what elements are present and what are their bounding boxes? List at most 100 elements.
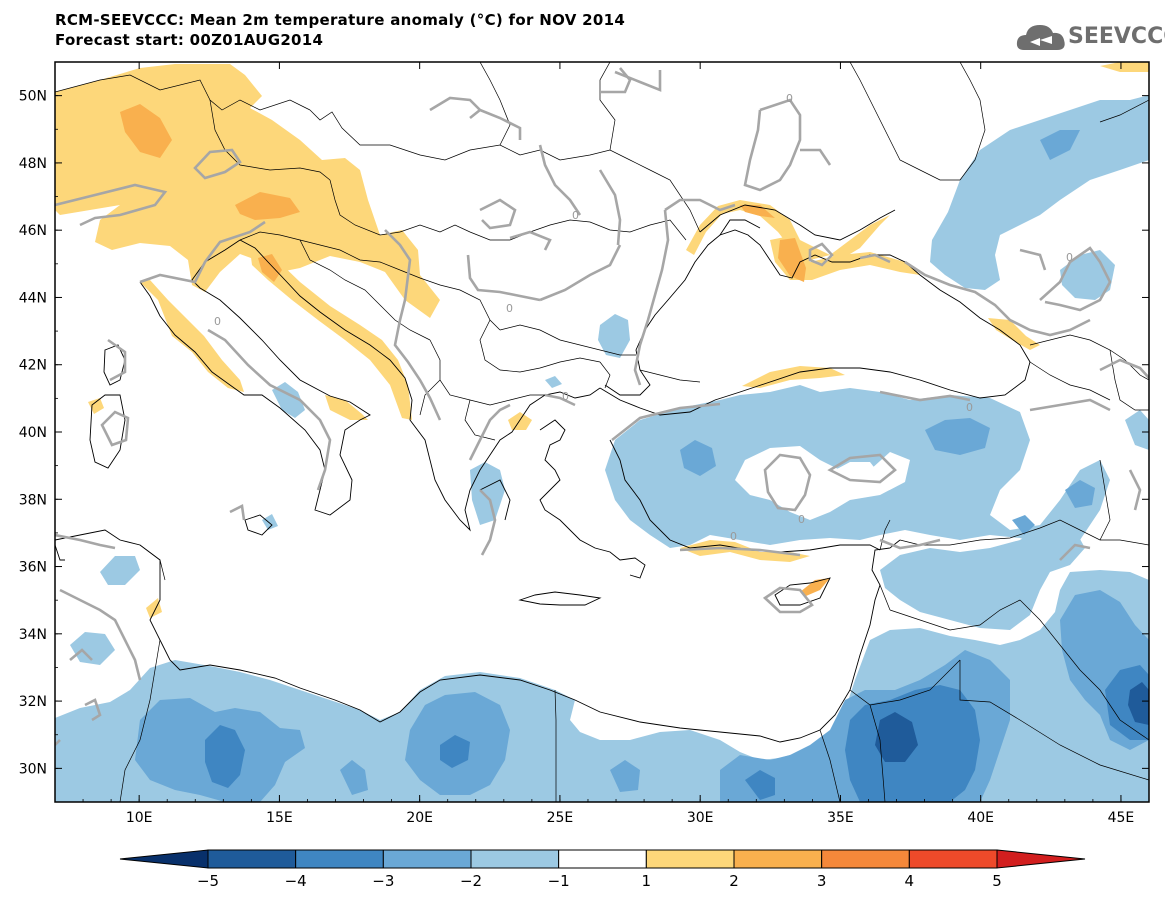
cold-region-iraq-core	[1128, 682, 1149, 725]
x-tick-label: 15E	[266, 810, 293, 826]
colorbar-label: −4	[285, 872, 307, 890]
colorbar-label: −2	[460, 872, 482, 890]
y-tick-label: 42N	[19, 358, 47, 374]
colorbar-label: −1	[548, 872, 570, 890]
y-tick-label: 40N	[19, 425, 47, 441]
colorbar-label: 3	[817, 872, 827, 890]
contour-label: 0	[966, 401, 973, 414]
x-tick-label: 40E	[967, 810, 994, 826]
contour-label: 0	[730, 530, 737, 543]
warm-region-2-3-croatia	[258, 254, 282, 282]
zero-contour-labels: 0 0 0 0 0 0 0 0 0	[214, 92, 1073, 543]
warm-region-georgia	[988, 318, 1040, 350]
cold-region-greece-spot	[470, 462, 505, 525]
x-tick-label: 30E	[687, 810, 714, 826]
cold-region-levant	[880, 520, 1085, 630]
cold-region-sicily-spot	[262, 514, 278, 530]
cold-region-algeria-spot	[70, 632, 115, 665]
colorbar-label: −3	[372, 872, 394, 890]
contour-label: 0	[786, 92, 793, 105]
colorbar-label: −5	[197, 872, 219, 890]
y-tick-label: 32N	[19, 694, 47, 710]
cloud-icon	[1016, 25, 1065, 50]
chart-subtitle: Forecast start: 00Z01AUG2014	[55, 31, 324, 49]
colorbar-segment	[119, 849, 209, 869]
cold-region-anatolia-2	[680, 440, 716, 476]
cold-region-turkey-east-spot	[1125, 410, 1149, 450]
cold-region-libya-core-1	[205, 725, 245, 788]
warm-region-italy-east	[325, 395, 368, 420]
warm-region-top-right	[1100, 62, 1149, 72]
contour-label: 0	[1066, 251, 1073, 264]
cold-region-egypt-2	[610, 760, 640, 792]
warm-region-2-3-cyprus	[800, 578, 830, 596]
y-tick-label: 34N	[19, 627, 47, 643]
colorbar-segment	[996, 849, 1086, 869]
colorbar-label: 2	[729, 872, 739, 890]
country-borders	[55, 62, 1149, 802]
cold-region-anatolia-3	[925, 418, 990, 455]
colorbar-segment	[470, 849, 560, 869]
warm-region-italy-coast	[140, 280, 244, 392]
cold-region-tunisia-spot	[100, 556, 140, 585]
cold-region-bulgaria-spot	[545, 376, 562, 388]
warm-region-2-3-germany	[120, 104, 172, 158]
cold-region-anatolia-5	[1012, 515, 1035, 535]
y-tick-label: 48N	[19, 156, 47, 172]
cold-region-russia-2	[1040, 130, 1080, 160]
warm-region-crimea	[770, 235, 920, 280]
cold-region-egypt-core	[745, 770, 775, 800]
warm-region-2-3-azov	[740, 205, 775, 218]
colorbar-label: 5	[992, 872, 1002, 890]
x-tick-label: 20E	[406, 810, 433, 826]
cold-region-balkan-spot	[598, 314, 630, 358]
cold-region-libya-3	[340, 760, 368, 795]
y-tick-label: 36N	[19, 560, 47, 576]
contour-label: 0	[214, 315, 221, 328]
cold-region-libya-core-2	[440, 735, 470, 768]
cold-region-anatolia-4	[1065, 480, 1095, 508]
y-tick-label: 50N	[19, 89, 47, 105]
contour-label: 0	[798, 513, 805, 526]
coastlines	[55, 204, 1031, 743]
colorbar-segment	[908, 849, 998, 869]
colorbar-segment	[645, 849, 735, 869]
map-plot-area: 0 0 0 0 0 0 0 0 0	[55, 62, 1149, 802]
contour-label: 0	[572, 209, 579, 222]
x-tick-label: 45E	[1108, 810, 1135, 826]
y-tick-label: 46N	[19, 223, 47, 239]
chart-header: RCM-SEEVCCC: Mean 2m temperature anomaly…	[55, 10, 625, 50]
y-tick-label: 44N	[19, 290, 47, 306]
x-tick-label: 35E	[827, 810, 854, 826]
cold-region-jordan-core	[875, 712, 918, 762]
colorbar-segment	[821, 849, 910, 869]
y-tick-label: 30N	[19, 761, 47, 777]
contour-label: 0	[562, 390, 569, 403]
warm-region-2-3-alps	[235, 192, 300, 220]
colorbar-label: 4	[905, 872, 915, 890]
warm-region-black-sea-north	[686, 200, 900, 260]
seevccc-logo: SEEVCCC	[1016, 20, 1165, 56]
colorbar: −5 −4 −3 −2 −1 1 2 3 4 5	[119, 849, 1086, 890]
x-tick-label: 25E	[547, 810, 574, 826]
colorbar-segment	[733, 849, 823, 869]
warm-region-greece-spot	[508, 412, 532, 430]
logo-text: SEEVCCC	[1068, 24, 1165, 49]
colorbar-segment	[382, 849, 472, 869]
y-axis: 50N 48N 46N 44N 42N 40N 38N 36N 34N 32N 30N	[19, 61, 1149, 803]
contour-label: 0	[506, 302, 513, 315]
warm-region-adriatic-east	[250, 250, 412, 420]
colorbar-segment	[207, 849, 297, 869]
x-tick-label: 10E	[126, 810, 153, 826]
cold-region-russia	[930, 95, 1149, 290]
x-axis: 10E 15E 20E 25E 30E 35E 40E 45E	[54, 62, 1150, 826]
cold-region-anatolia-hole	[735, 446, 910, 520]
warm-region-2-3-crimea	[778, 238, 806, 282]
colorbar-label: 1	[642, 872, 652, 890]
zero-contours	[55, 67, 1149, 746]
colorbar-segment	[295, 849, 384, 869]
colorbar-segment	[558, 849, 647, 869]
chart-title: RCM-SEEVCCC: Mean 2m temperature anomaly…	[55, 11, 626, 29]
y-tick-label: 38N	[19, 492, 47, 508]
